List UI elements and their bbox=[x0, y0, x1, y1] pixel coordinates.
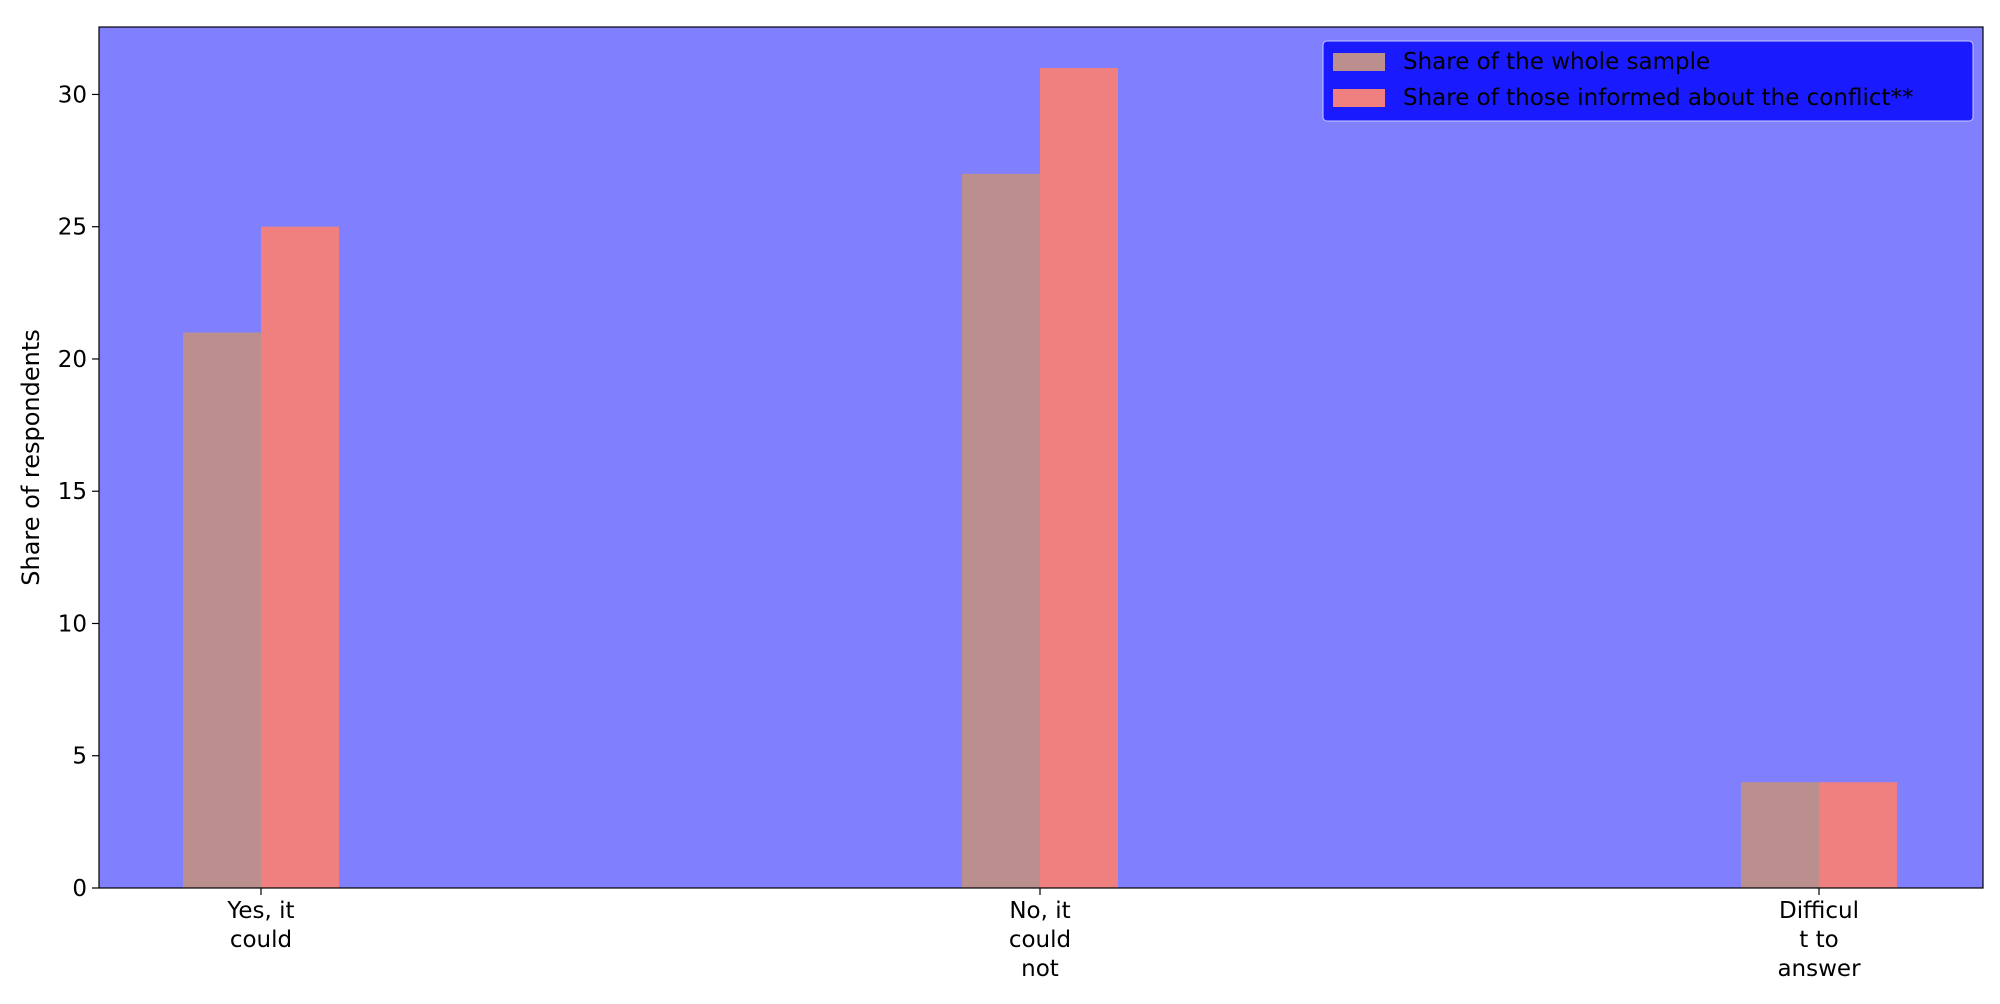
legend-label-1: Share of the whole sample bbox=[1403, 49, 1710, 75]
y-tick-label: 10 bbox=[58, 611, 87, 637]
legend-swatch-1 bbox=[1333, 53, 1385, 71]
x-tick-label: Yes, it could bbox=[226, 898, 294, 953]
x-tick-label-line: could bbox=[230, 927, 292, 953]
x-tick-label: No, it could not bbox=[1009, 898, 1071, 982]
x-tick-label-line: Yes, it bbox=[226, 898, 294, 924]
x-axis: Yes, it could No, it could not Difficul t to an… bbox=[226, 888, 1861, 982]
bar-1-2 bbox=[962, 173, 1040, 888]
x-tick-label-line: not bbox=[1021, 956, 1059, 982]
y-tick-label: 30 bbox=[58, 82, 87, 108]
y-tick-label: 5 bbox=[72, 744, 87, 770]
bar-2-1 bbox=[261, 226, 339, 889]
x-tick-label-line: Difficul bbox=[1779, 898, 1859, 924]
legend: Share of the whole sample Share of those … bbox=[1322, 40, 1974, 122]
bars-group bbox=[183, 68, 1897, 889]
y-axis: 0 5 10 15 20 25 30 bbox=[58, 82, 99, 902]
bar-1-3 bbox=[1741, 782, 1819, 888]
y-axis-label: Share of respondents bbox=[17, 329, 45, 586]
x-tick-label-line: answer bbox=[1777, 956, 1861, 982]
x-tick-label-line: t to bbox=[1799, 927, 1838, 953]
bar-2-3 bbox=[1819, 782, 1897, 888]
legend-swatch-2 bbox=[1333, 89, 1385, 107]
y-tick-label: 15 bbox=[58, 479, 87, 505]
x-tick-label-line: could bbox=[1009, 927, 1071, 953]
bar-2-2 bbox=[1040, 68, 1118, 888]
x-tick-label: Difficul t to answer bbox=[1777, 898, 1861, 982]
y-tick-label: 20 bbox=[58, 347, 87, 373]
y-tick-label: 25 bbox=[58, 215, 87, 241]
bar-1-1 bbox=[183, 332, 261, 889]
x-tick-label-line: No, it bbox=[1009, 898, 1070, 924]
plot-frame bbox=[98, 26, 1984, 889]
legend-box bbox=[1322, 40, 1974, 122]
y-tick-label: 0 bbox=[72, 876, 87, 902]
legend-label-2: Share of those informed about the confli… bbox=[1403, 85, 1914, 111]
